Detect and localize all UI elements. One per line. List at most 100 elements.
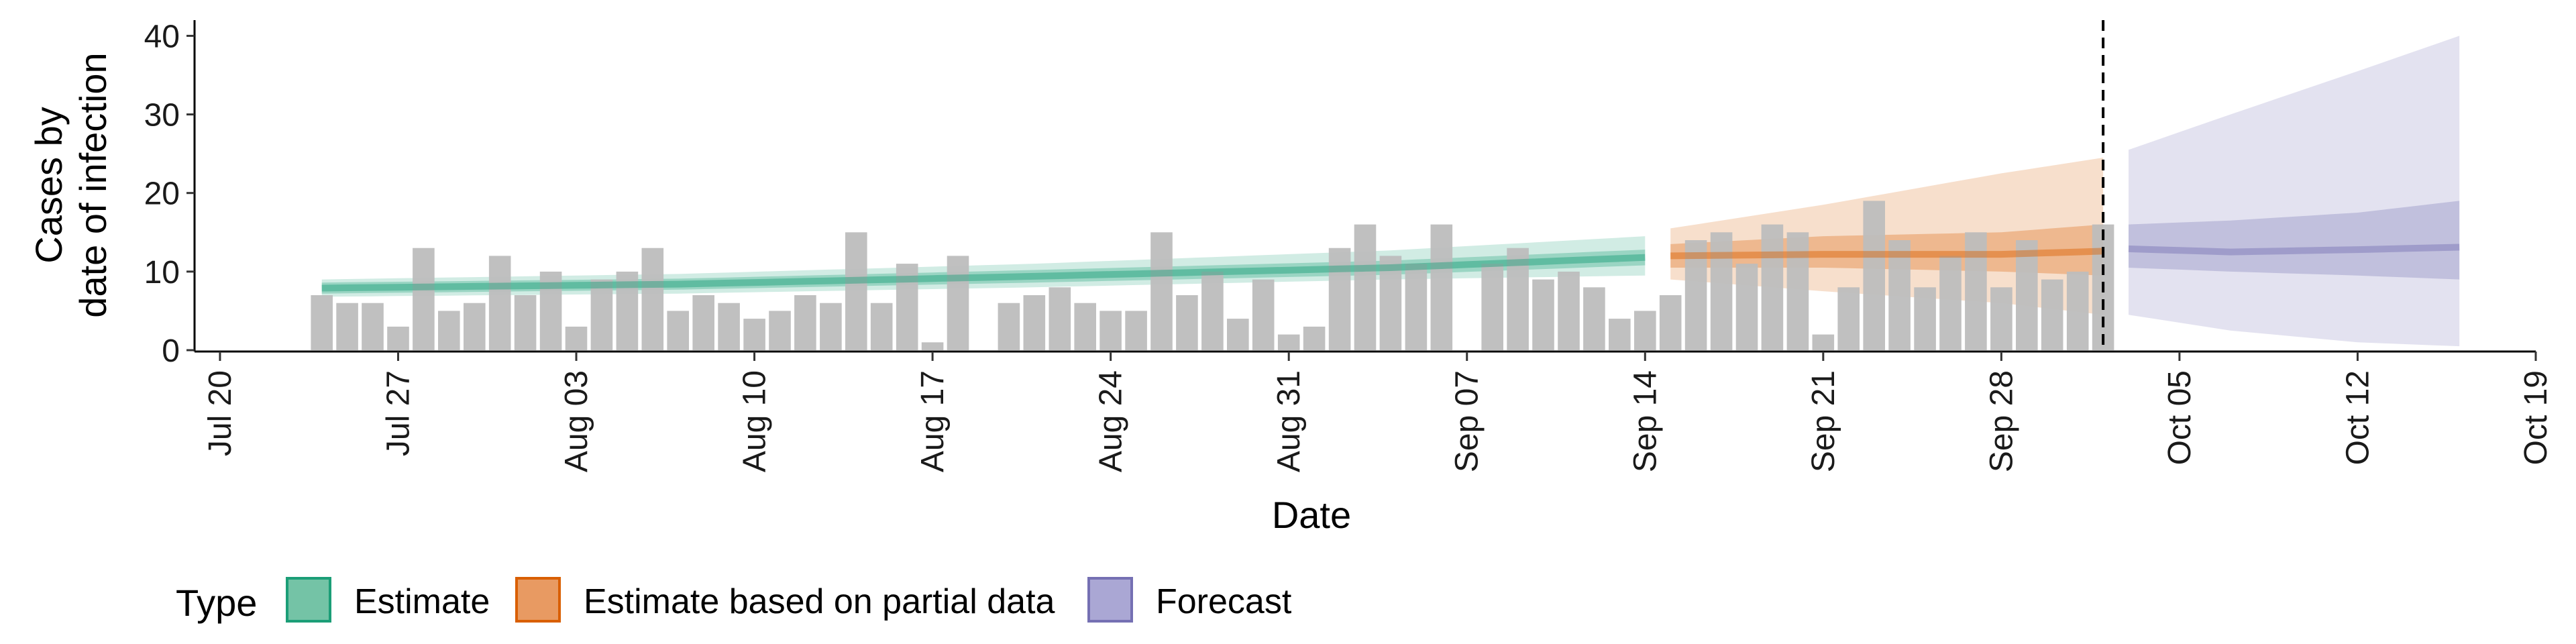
case-bar — [514, 295, 537, 350]
case-bar — [311, 295, 333, 350]
case-bar — [1252, 279, 1275, 350]
x-tick-label: Sep 21 — [1806, 370, 1841, 472]
case-bar — [1863, 201, 1885, 350]
case-bar — [362, 303, 384, 350]
case-bar — [1837, 287, 1860, 350]
case-bar — [1761, 224, 1784, 350]
x-tick-label: Aug 10 — [737, 370, 773, 472]
case-bar — [1227, 319, 1249, 350]
legend-key — [286, 577, 331, 623]
case-bar — [616, 271, 639, 350]
y-tick-label: 40 — [144, 19, 180, 54]
case-bar — [336, 303, 358, 350]
case-bar — [896, 264, 918, 350]
case-bar — [1684, 240, 1707, 350]
case-bar — [1074, 303, 1096, 350]
x-tick-label: Oct 12 — [2341, 370, 2376, 465]
case-bar — [845, 232, 867, 350]
case-bar — [921, 342, 944, 350]
case-bar — [1354, 224, 1377, 350]
axes: 0 10 20 30 40 Jul 20 Jul 27 Aug 03 Aug 10 Aug 17 A… — [28, 19, 2554, 536]
case-bar — [1786, 232, 1809, 350]
x-tick-label: Sep 14 — [1627, 370, 1663, 472]
case-bar — [1634, 311, 1656, 350]
case-bar — [1609, 319, 1631, 350]
case-bar — [692, 295, 714, 350]
case-bar — [488, 256, 511, 350]
case-bar — [1532, 279, 1554, 350]
partial-estimate-median-line — [1670, 248, 2104, 260]
median-lines — [321, 244, 2460, 292]
case-bar — [1735, 264, 1758, 350]
legend-label: Estimate — [354, 582, 490, 621]
case-bar — [667, 311, 689, 350]
y-tick-label: 10 — [144, 255, 180, 290]
case-bar — [1914, 287, 1936, 350]
case-bar — [413, 248, 435, 350]
case-bar — [565, 326, 588, 350]
case-bar — [539, 271, 562, 350]
case-bar — [1888, 240, 1911, 350]
case-bar — [870, 303, 893, 350]
case-bar — [2041, 279, 2063, 350]
legend: Type Estimate Estimate based on partial da… — [176, 577, 1292, 624]
x-tick-label: Sep 28 — [1984, 370, 2019, 472]
case-bar — [1583, 287, 1605, 350]
case-bar — [1965, 232, 1987, 350]
case-bar — [794, 295, 816, 350]
case-bar — [1023, 295, 1046, 350]
case-bar — [1176, 295, 1198, 350]
case-bars — [311, 201, 2114, 350]
case-bar — [1125, 311, 1147, 350]
case-bar — [1659, 295, 1682, 350]
forecast-outer-band — [2129, 36, 2460, 347]
y-axis-title: Cases bydate of infection — [28, 52, 114, 317]
estimate-median-line — [321, 254, 1646, 292]
y-axis-title-line: Cases by — [28, 107, 70, 263]
y-axis-title-line: date of infection — [72, 52, 114, 317]
case-bar — [718, 303, 740, 350]
case-bar — [1558, 271, 1580, 350]
x-tick-label: Aug 17 — [915, 370, 951, 472]
case-bar — [820, 303, 842, 350]
case-bar — [1303, 326, 1326, 350]
x-tick-label: Aug 03 — [559, 370, 594, 472]
case-bar — [1812, 334, 1835, 350]
x-tick-label: Aug 31 — [1271, 370, 1307, 472]
case-bar — [1430, 224, 1453, 350]
case-bar — [2066, 271, 2089, 350]
case-bar — [641, 248, 664, 350]
x-tick-label: Jul 27 — [381, 370, 417, 456]
case-bar — [1507, 248, 1529, 350]
case-bar — [1049, 287, 1071, 350]
x-tick-label: Aug 24 — [1093, 370, 1129, 472]
forecast-median-line — [2128, 244, 2460, 256]
x-tick-label: Jul 20 — [203, 370, 238, 456]
case-bar — [1405, 264, 1428, 350]
legend-key — [515, 577, 561, 623]
case-bar — [1939, 256, 1962, 350]
case-bar — [438, 311, 460, 350]
x-axis-title: Date — [1272, 494, 1351, 536]
legend-key — [1087, 577, 1133, 623]
case-bar — [1328, 248, 1351, 350]
y-tick-label: 20 — [144, 176, 180, 212]
case-bar — [1277, 334, 1300, 350]
case-bar — [2016, 240, 2038, 350]
forecast-inner-band — [2129, 201, 2460, 280]
case-bar — [1481, 264, 1503, 350]
case-bar — [743, 319, 765, 350]
x-tick-label: Sep 07 — [1450, 370, 1485, 472]
case-bar — [1201, 271, 1224, 350]
case-bar — [1099, 311, 1122, 350]
case-bar — [1990, 287, 2012, 350]
case-bar — [1150, 232, 1173, 350]
y-tick-label: 0 — [162, 333, 180, 369]
case-bar — [387, 326, 409, 350]
legend-label: Forecast — [1156, 582, 1292, 621]
case-bar — [769, 311, 791, 350]
case-bar — [947, 256, 969, 350]
legend-title: Type — [176, 582, 257, 624]
